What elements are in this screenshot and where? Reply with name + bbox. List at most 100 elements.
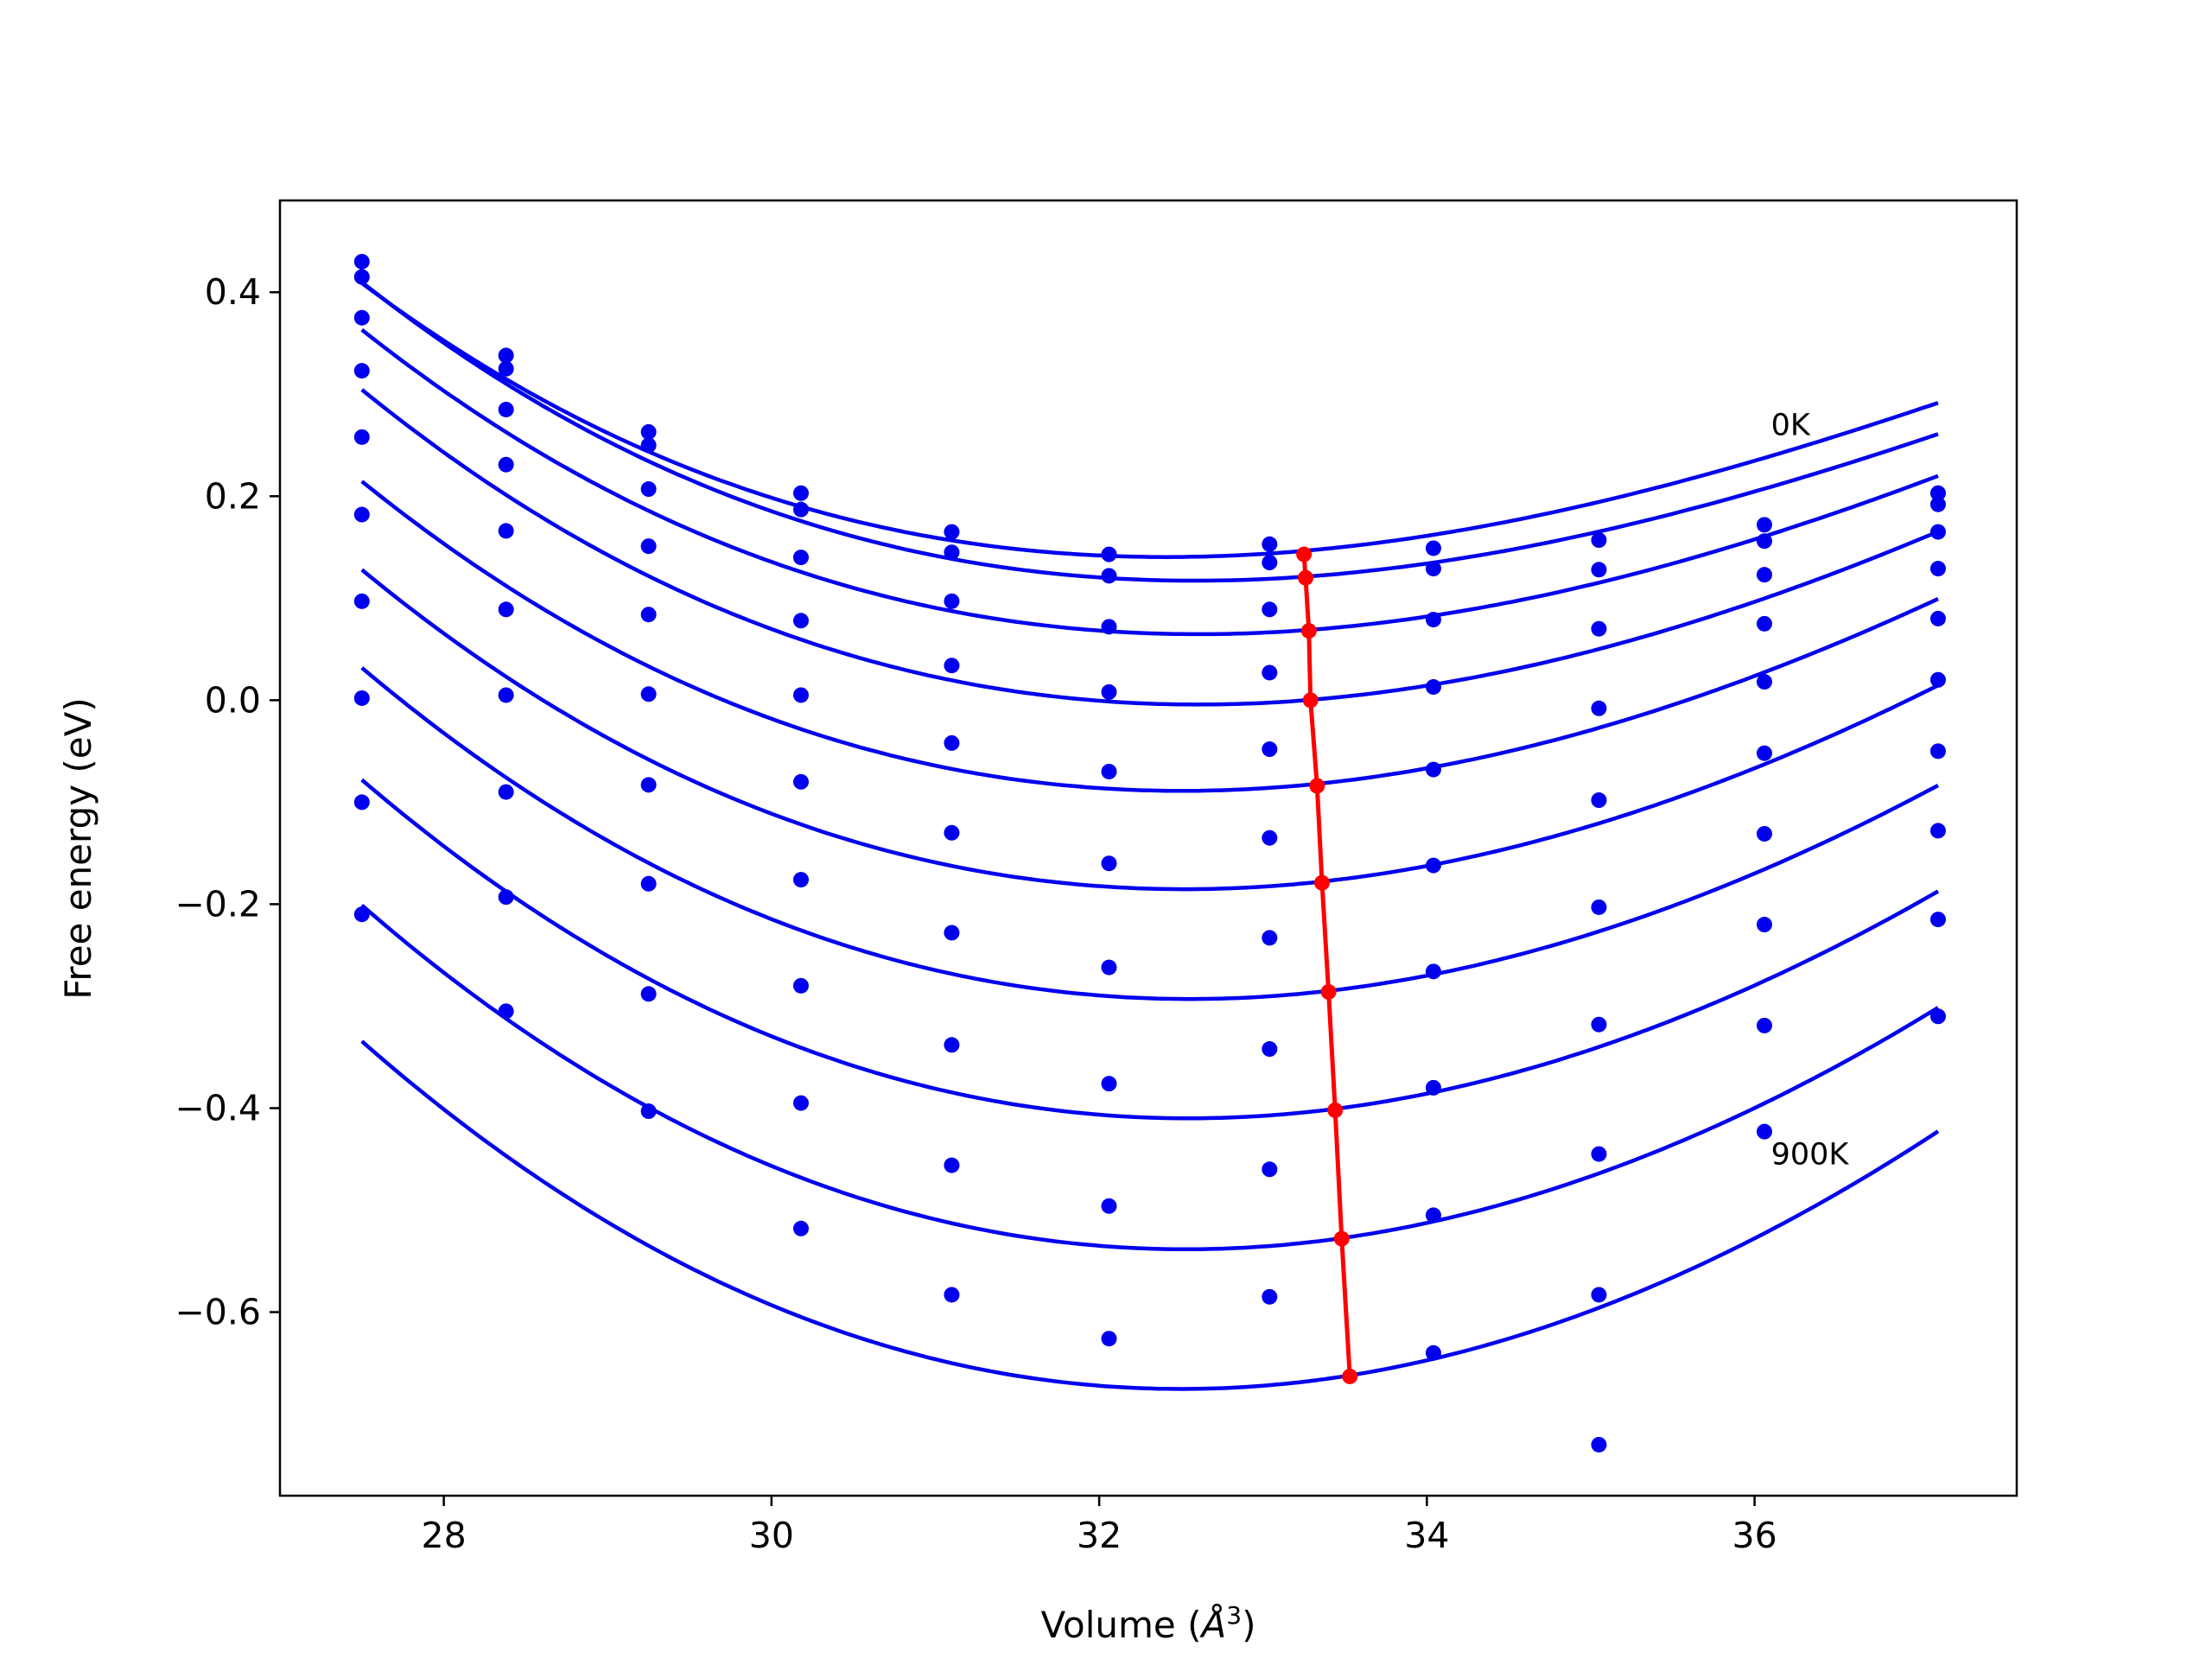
data-point: [1425, 1207, 1441, 1224]
series-3: [353, 309, 1946, 637]
data-point: [1591, 1146, 1607, 1162]
minima-point: [1298, 569, 1314, 586]
minima-point: [1302, 692, 1319, 709]
data-point: [1929, 485, 1946, 501]
data-point: [1262, 555, 1278, 571]
data-point: [944, 593, 960, 609]
data-point: [1929, 496, 1946, 512]
plot-content: [353, 253, 1946, 1452]
data-point: [944, 1037, 960, 1053]
data-point: [353, 269, 370, 285]
annotation-label: 900K: [1771, 1137, 1850, 1172]
minima-point: [1342, 1368, 1358, 1384]
data-point: [640, 437, 657, 454]
data-point: [1101, 683, 1117, 700]
annotations: 0K 900K: [1771, 408, 1850, 1172]
data-point: [498, 347, 514, 364]
data-point: [793, 1220, 809, 1236]
data-point: [793, 501, 809, 518]
data-point: [1101, 546, 1117, 563]
fit-curve: [360, 904, 1940, 1252]
data-point: [498, 601, 514, 618]
data-point: [1591, 899, 1607, 915]
x-tick-label: 30: [749, 1515, 794, 1556]
data-point: [944, 544, 960, 561]
y-axis: 0.4 0.2 0.0 −0.2 −0.4 −0.6: [175, 271, 280, 1333]
data-point: [1425, 963, 1441, 980]
axes-frame: [278, 199, 2018, 1497]
x-tick-label: 36: [1732, 1515, 1777, 1556]
data-point: [1756, 567, 1772, 583]
y-tick-label: 0.0: [205, 679, 261, 721]
x-tick-label: 34: [1404, 1515, 1449, 1556]
data-point: [353, 363, 370, 379]
data-point: [793, 613, 809, 629]
plot-area: [280, 200, 2017, 1496]
minima-point: [1300, 623, 1317, 639]
fit-curve: [360, 778, 1940, 1121]
data-point: [1101, 855, 1117, 872]
data-point: [793, 485, 809, 501]
series-9: [353, 794, 1946, 1303]
data-point: [1756, 517, 1772, 533]
data-point: [944, 524, 960, 540]
data-point: [793, 773, 809, 790]
data-point: [353, 593, 370, 609]
data-point: [498, 1003, 514, 1020]
minima-point: [1314, 874, 1330, 891]
series-4: [353, 363, 1946, 716]
data-point: [793, 1095, 809, 1111]
data-point: [498, 889, 514, 906]
data-point: [1262, 1288, 1278, 1305]
data-point: [498, 784, 514, 800]
data-point: [640, 1103, 657, 1120]
data-point: [1756, 917, 1772, 933]
data-point: [1262, 601, 1278, 618]
data-point: [1262, 741, 1278, 758]
data-point: [1929, 743, 1946, 760]
data-point: [1101, 959, 1117, 976]
data-point: [1756, 825, 1772, 842]
data-point: [1425, 761, 1441, 778]
data-point: [944, 925, 960, 941]
minima-point: [1333, 1230, 1350, 1247]
data-point: [1425, 857, 1441, 874]
data-point: [1425, 540, 1441, 556]
data-point: [353, 253, 370, 270]
series-8: [353, 690, 1946, 1162]
data-point: [1756, 674, 1772, 690]
minima-point: [1327, 1102, 1344, 1118]
data-point: [1425, 1344, 1441, 1361]
data-point: [793, 977, 809, 994]
data-point: [1262, 1161, 1278, 1178]
data-point: [640, 875, 657, 892]
fit-curve: [360, 480, 1939, 793]
data-point: [944, 734, 960, 751]
data-point: [353, 794, 370, 810]
minima-series: [1296, 546, 1358, 1384]
data-point: [1262, 1041, 1278, 1058]
y-tick-label: −0.2: [175, 883, 261, 925]
data-point: [353, 690, 370, 706]
series-6: [353, 506, 1946, 915]
data-point: [640, 686, 657, 702]
data-point: [1756, 1123, 1772, 1140]
data-point: [1591, 1287, 1607, 1303]
data-point: [1425, 612, 1441, 628]
data-point: [1591, 1436, 1607, 1452]
fit-curve: [360, 280, 1939, 583]
data-point: [1425, 1079, 1441, 1096]
fit-curve: [360, 281, 1939, 559]
series-5: [353, 429, 1946, 809]
data-point: [1425, 679, 1441, 696]
data-point: [1591, 620, 1607, 637]
y-tick-label: −0.6: [175, 1292, 261, 1333]
minima-line: [1301, 554, 1352, 1377]
minima-point: [1296, 546, 1313, 563]
data-point: [944, 824, 960, 841]
data-point: [1929, 823, 1946, 839]
y-tick-label: 0.4: [205, 271, 261, 313]
minima-point: [1309, 778, 1325, 794]
data-point: [944, 1287, 960, 1303]
